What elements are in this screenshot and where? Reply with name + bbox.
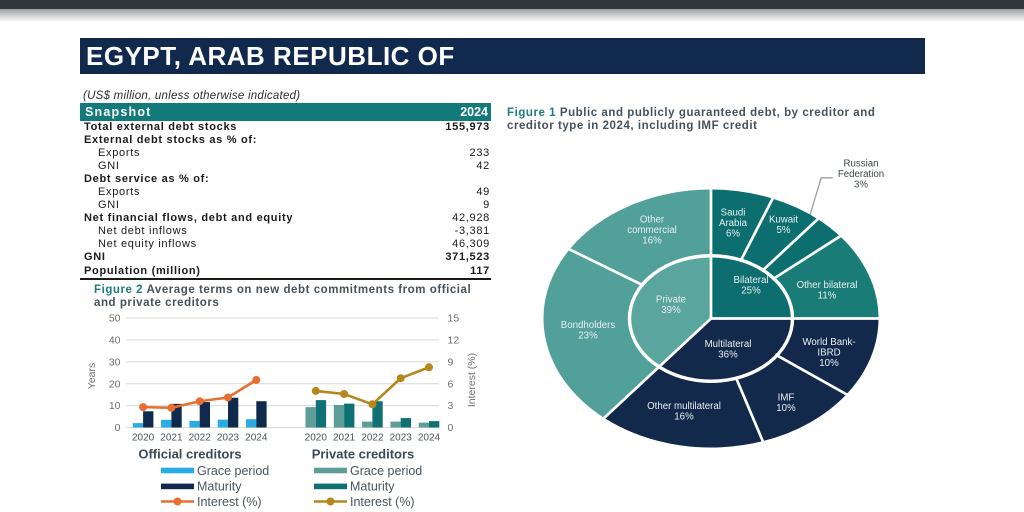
svg-text:23%: 23% bbox=[578, 331, 598, 342]
svg-text:5%: 5% bbox=[776, 225, 790, 236]
svg-text:20: 20 bbox=[109, 378, 121, 390]
svg-text:9: 9 bbox=[448, 356, 454, 368]
svg-text:2024: 2024 bbox=[245, 433, 268, 444]
svg-text:3%: 3% bbox=[854, 180, 868, 191]
svg-text:2024: 2024 bbox=[418, 433, 441, 444]
svg-text:Russian: Russian bbox=[844, 159, 879, 170]
svg-text:commercial: commercial bbox=[627, 225, 677, 236]
svg-text:Other: Other bbox=[640, 215, 665, 226]
svg-text:3: 3 bbox=[448, 400, 454, 412]
svg-text:IMF: IMF bbox=[778, 393, 795, 404]
svg-text:Other bilateral: Other bilateral bbox=[797, 280, 858, 291]
svg-text:6: 6 bbox=[448, 378, 454, 390]
svg-text:Private creditors: Private creditors bbox=[312, 447, 415, 462]
svg-text:IBRD: IBRD bbox=[817, 348, 840, 359]
svg-text:0: 0 bbox=[115, 422, 121, 434]
svg-text:12: 12 bbox=[448, 335, 460, 347]
svg-text:Maturity: Maturity bbox=[350, 480, 395, 494]
svg-text:2020: 2020 bbox=[132, 433, 155, 444]
svg-text:Other multilateral: Other multilateral bbox=[647, 401, 721, 412]
svg-text:50: 50 bbox=[109, 313, 121, 325]
svg-text:Bilateral: Bilateral bbox=[734, 275, 769, 286]
svg-text:2023: 2023 bbox=[217, 433, 240, 444]
svg-text:2021: 2021 bbox=[333, 433, 356, 444]
svg-text:25%: 25% bbox=[741, 286, 761, 297]
svg-text:40: 40 bbox=[109, 335, 121, 347]
svg-text:Years: Years bbox=[86, 363, 98, 389]
svg-text:Saudi: Saudi bbox=[721, 208, 746, 219]
svg-text:Maturity: Maturity bbox=[197, 480, 242, 494]
svg-text:30: 30 bbox=[109, 356, 121, 368]
svg-text:0: 0 bbox=[448, 422, 454, 434]
svg-text:36%: 36% bbox=[718, 350, 738, 361]
svg-text:Bondholders: Bondholders bbox=[561, 320, 616, 331]
svg-text:Grace period: Grace period bbox=[197, 464, 269, 478]
svg-text:Interest (%): Interest (%) bbox=[197, 495, 262, 509]
svg-text:Arabia: Arabia bbox=[719, 218, 748, 229]
svg-text:6%: 6% bbox=[726, 229, 740, 240]
svg-text:16%: 16% bbox=[642, 236, 662, 247]
svg-text:Grace period: Grace period bbox=[350, 464, 422, 478]
svg-text:10%: 10% bbox=[819, 358, 839, 369]
svg-text:World Bank-: World Bank- bbox=[802, 337, 855, 348]
svg-text:Interest (%): Interest (%) bbox=[350, 495, 415, 509]
svg-text:39%: 39% bbox=[661, 305, 681, 316]
svg-text:11%: 11% bbox=[818, 291, 837, 302]
svg-text:2023: 2023 bbox=[390, 433, 413, 444]
svg-text:Interest (%): Interest (%) bbox=[466, 353, 478, 407]
svg-text:2022: 2022 bbox=[361, 433, 384, 444]
svg-text:Kuwait: Kuwait bbox=[769, 215, 798, 226]
svg-text:2022: 2022 bbox=[189, 433, 212, 444]
svg-text:2021: 2021 bbox=[160, 433, 183, 444]
svg-text:10%: 10% bbox=[776, 403, 796, 414]
svg-text:Official creditors: Official creditors bbox=[138, 447, 241, 462]
svg-text:Federation: Federation bbox=[838, 169, 884, 180]
svg-text:15: 15 bbox=[448, 313, 460, 325]
svg-text:2020: 2020 bbox=[305, 433, 328, 444]
svg-text:16%: 16% bbox=[674, 412, 694, 423]
svg-text:Multilateral: Multilateral bbox=[705, 339, 752, 350]
svg-text:10: 10 bbox=[109, 400, 121, 412]
svg-text:Private: Private bbox=[656, 295, 686, 306]
